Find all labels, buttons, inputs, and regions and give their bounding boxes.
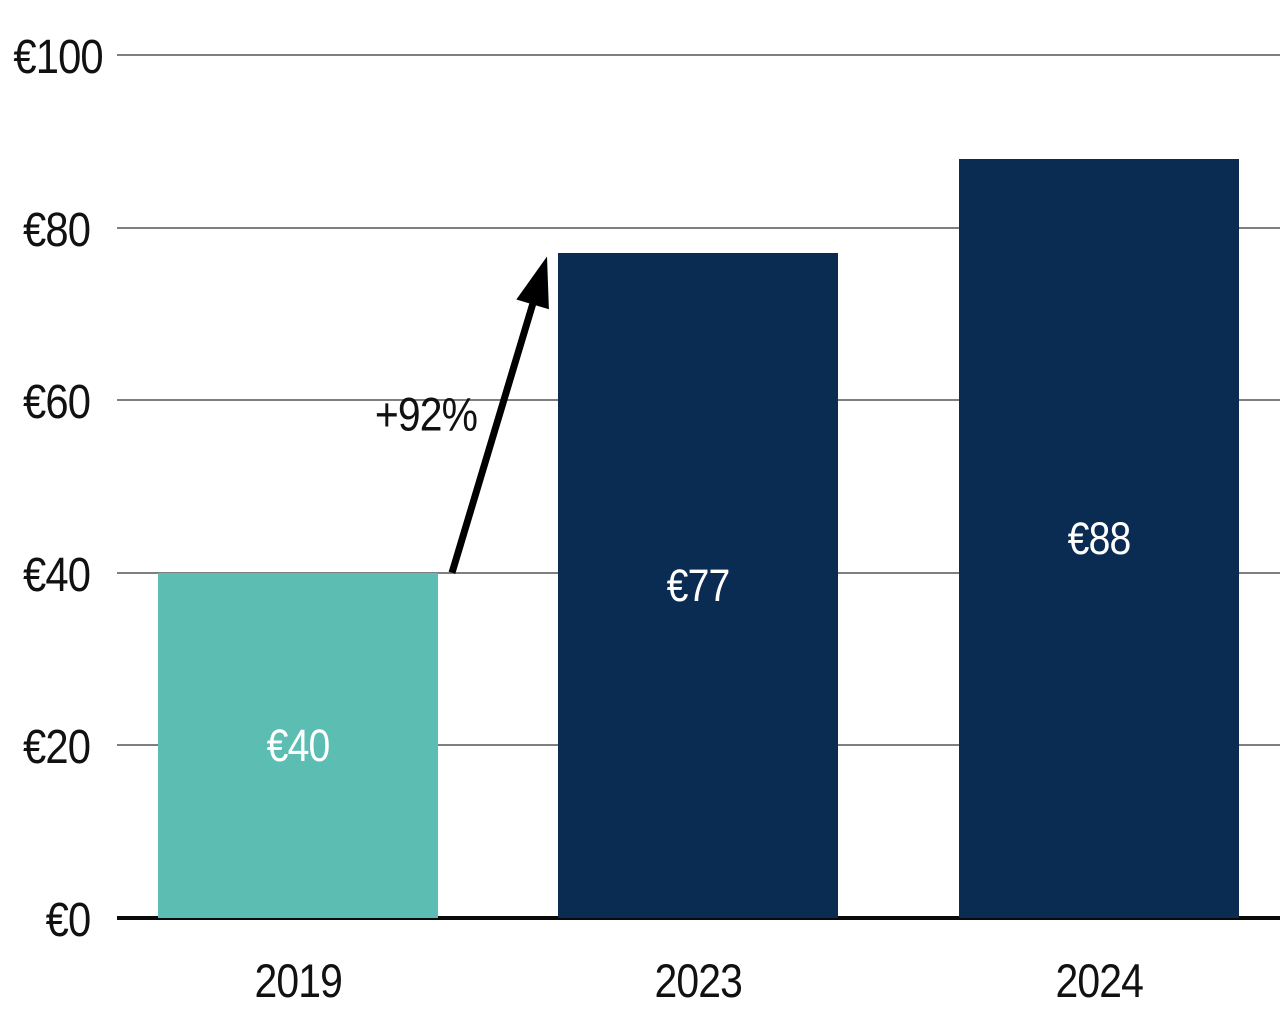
x-axis-baseline bbox=[117, 916, 1280, 920]
bar-2023: €77 bbox=[558, 253, 838, 918]
y-tick-text: €100 bbox=[13, 31, 103, 84]
y-tick-label-100: €100 bbox=[0, 34, 103, 82]
x-axis-text: 2019 bbox=[254, 954, 342, 1007]
y-tick-label-0: €0 bbox=[0, 894, 91, 947]
x-axis-text: 2024 bbox=[1055, 954, 1143, 1007]
bar-value-label: €40 bbox=[266, 719, 331, 771]
growth-arrow-head bbox=[516, 256, 549, 310]
y-tick-text: €80 bbox=[22, 203, 91, 257]
annotation-label: +92% bbox=[367, 391, 485, 438]
x-axis-label-2023: 2023 bbox=[558, 957, 838, 1004]
bar-2024: €88 bbox=[959, 158, 1239, 918]
y-tick-label-40: €40 bbox=[0, 548, 91, 602]
bar-2019: €40 bbox=[158, 572, 438, 918]
y-tick-text: €20 bbox=[22, 721, 91, 775]
bar-value-label: €88 bbox=[1067, 512, 1132, 564]
y-tick-text: €0 bbox=[45, 894, 91, 947]
gridline-100 bbox=[117, 54, 1280, 56]
x-axis-label-2019: 2019 bbox=[158, 957, 438, 1004]
y-tick-label-80: €80 bbox=[0, 203, 91, 257]
bar-value-label: €77 bbox=[666, 560, 731, 612]
y-tick-label-60: €60 bbox=[0, 376, 91, 430]
y-tick-text: €60 bbox=[22, 376, 91, 430]
x-axis-text: 2023 bbox=[654, 954, 742, 1007]
x-axis-label-2024: 2024 bbox=[959, 957, 1239, 1004]
gridline-80 bbox=[117, 226, 1280, 229]
y-tick-text: €40 bbox=[22, 548, 91, 602]
y-tick-label-20: €20 bbox=[0, 721, 91, 775]
annotation-text: +92% bbox=[374, 387, 478, 441]
